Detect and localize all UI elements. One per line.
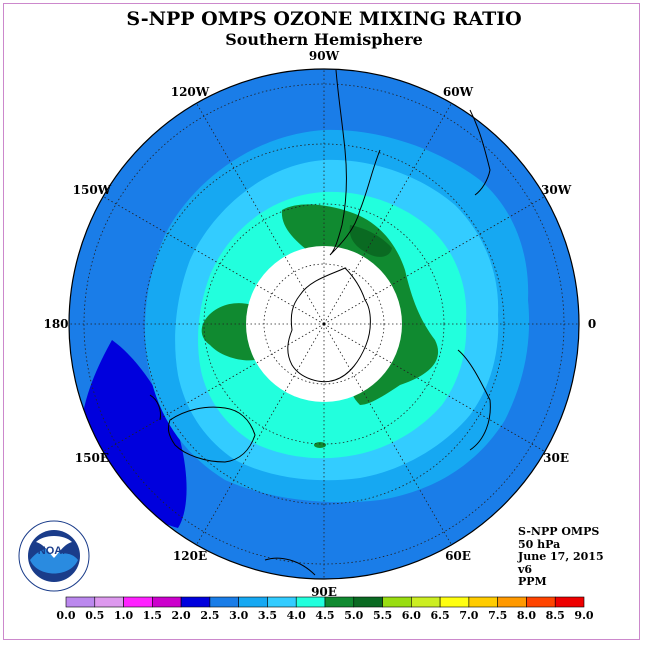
south-pole-marker [322,322,326,326]
longitude-label-60e: 60E [445,549,471,563]
longitude-label-90w: 90W [309,49,340,63]
longitude-label-30w: 30W [541,183,572,197]
version-text: v6 [518,562,533,576]
longitude-label-150e: 150E [75,451,109,465]
figure-frame [3,3,640,640]
map-disc-border [68,68,580,580]
africa-coast [457,349,491,451]
newzealand-coast [149,394,161,421]
south-america-east [469,109,491,196]
longitude-label-30e: 30E [543,451,569,465]
noaa-logo: NOAA [18,520,90,592]
longitude-label-120w: 120W [171,85,210,99]
longitude-label-60w: 60W [443,85,474,99]
longitude-label-120e: 120E [173,549,207,563]
longitude-label-180: 180 [43,317,68,331]
map-title: S-NPP OMPS OZONE MIXING RATIO [126,8,522,30]
date-text: June 17, 2015 [518,550,604,563]
longitude-label-0: 0 [588,317,596,331]
units-text: PPM [518,575,547,588]
ozone-band-5_0 [349,225,392,257]
australia-coast [167,406,256,463]
info-panel: S-NPP OMPS 50 hPa June 17, 2015 v6 PPM [518,525,604,589]
south-america-coast [329,69,381,256]
map-subtitle: Southern Hemisphere [225,30,423,49]
antarctica-coast [287,267,371,383]
svg-text:NOAA: NOAA [38,545,70,557]
instrument-text: S-NPP OMPS [518,525,600,538]
southeast-asia-coast [264,557,316,576]
graticule [69,69,579,579]
longitude-labels: 90W 60W 30W 0 30E 60E 90E 120E 150E 180 150W 120W [43,49,596,599]
coastlines [149,69,491,576]
ozone-band-4_5-west [201,303,255,361]
longitude-label-150w: 150W [73,183,112,197]
longitude-label-90e: 90E [311,585,337,599]
pressure-text: 50 hPa [518,537,561,551]
ozone-band-4_5-spot [314,442,326,448]
